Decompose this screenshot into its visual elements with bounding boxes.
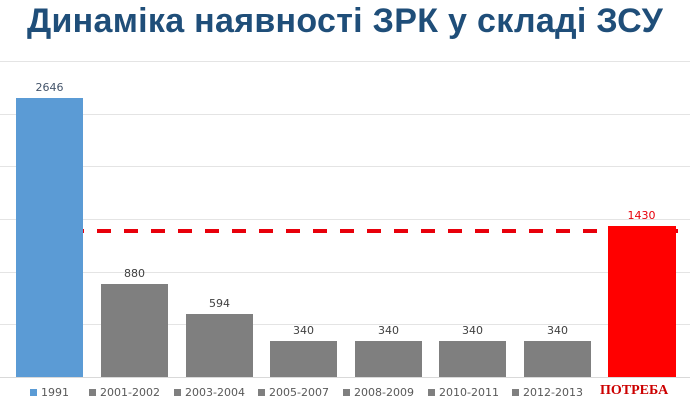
legend-swatch-icon — [428, 389, 435, 396]
bar-2003-2004 — [186, 314, 253, 377]
bar-value-label: 2646 — [35, 81, 64, 94]
legend-swatch-icon — [89, 389, 96, 396]
legend-swatch-icon — [343, 389, 350, 396]
legend-item: 2005-2007 — [258, 386, 329, 399]
bar-2005-2007 — [270, 341, 337, 377]
legend-item: 2003-2004 — [174, 386, 245, 399]
bar-2012-2013 — [524, 341, 591, 377]
gridline — [0, 324, 690, 325]
legend-label: 2010-2011 — [439, 386, 499, 399]
gridline — [0, 219, 690, 220]
bar-2010-2011 — [439, 341, 506, 377]
bar-ПОТРЕБА — [608, 226, 676, 377]
legend-label: 2008-2009 — [354, 386, 414, 399]
legend-label: 1991 — [41, 386, 69, 399]
legend-item: ПОТРЕБА — [600, 383, 668, 399]
gridline — [0, 272, 690, 273]
chart-legend: 1991 2001-2002 2003-2004 2005-2007 2008-2009… — [0, 383, 690, 404]
legend-label: 2005-2007 — [269, 386, 329, 399]
legend-item: 1991 — [30, 386, 69, 399]
bar-value-label: 340 — [378, 324, 399, 337]
chart-title: Динаміка наявності ЗРК у складі ЗСУ — [26, 2, 664, 40]
bar-2001-2002 — [101, 284, 168, 377]
legend-item: 2001-2002 — [89, 386, 160, 399]
gridline — [0, 61, 690, 62]
bar-value-label: 880 — [124, 267, 145, 280]
bar-value-label: 340 — [293, 324, 314, 337]
legend-swatch-icon — [174, 389, 181, 396]
bar-2008-2009 — [355, 341, 422, 377]
legend-swatch-icon — [30, 389, 37, 396]
legend-swatch-icon — [512, 389, 519, 396]
legend-label: 2001-2002 — [100, 386, 160, 399]
legend-label: 2003-2004 — [185, 386, 245, 399]
bar-1991 — [16, 98, 83, 377]
requirement-reference-line — [16, 229, 690, 233]
legend-label: ПОТРЕБА — [600, 383, 669, 398]
bar-value-label: 1430 — [627, 209, 656, 222]
gridline — [0, 114, 690, 115]
x-axis-baseline — [0, 377, 690, 378]
legend-label: 2012-2013 — [523, 386, 583, 399]
legend-item: 2008-2009 — [343, 386, 414, 399]
legend-swatch-icon — [258, 389, 265, 396]
gridline — [0, 166, 690, 167]
bar-value-label: 340 — [547, 324, 568, 337]
bar-value-label: 594 — [209, 297, 230, 310]
bar-value-label: 340 — [462, 324, 483, 337]
legend-item: 2012-2013 — [512, 386, 583, 399]
legend-item: 2010-2011 — [428, 386, 499, 399]
